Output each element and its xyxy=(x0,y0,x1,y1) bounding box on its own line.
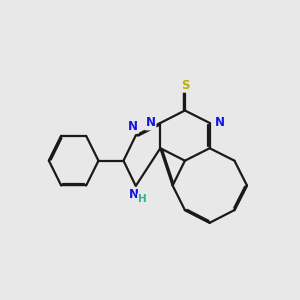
Text: S: S xyxy=(181,79,189,92)
Text: H: H xyxy=(138,194,147,204)
Text: N: N xyxy=(129,188,139,201)
Text: N: N xyxy=(214,116,225,130)
Text: N: N xyxy=(146,116,155,130)
Text: N: N xyxy=(128,120,138,133)
